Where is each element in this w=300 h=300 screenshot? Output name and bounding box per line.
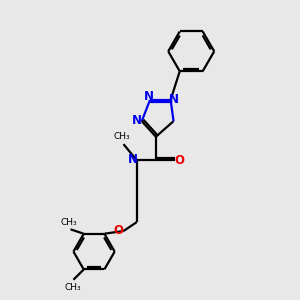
Text: N: N — [143, 91, 154, 103]
Text: CH₃: CH₃ — [61, 218, 77, 227]
Text: N: N — [132, 114, 142, 127]
Text: CH₃: CH₃ — [114, 132, 130, 141]
Text: O: O — [174, 154, 184, 167]
Text: CH₃: CH₃ — [64, 283, 81, 292]
Text: N: N — [128, 153, 138, 166]
Text: N: N — [169, 93, 178, 106]
Text: O: O — [113, 224, 123, 238]
